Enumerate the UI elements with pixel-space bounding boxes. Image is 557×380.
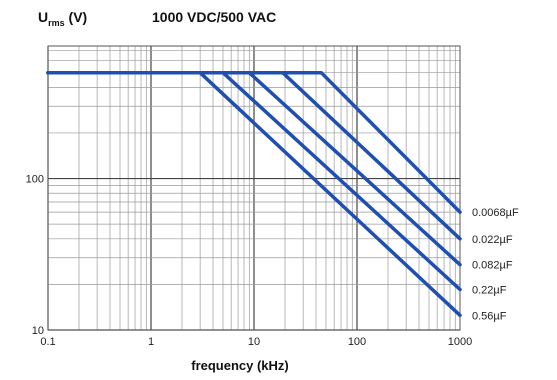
series-label: 0.56µF: [472, 310, 507, 322]
tick-labels: 0.1 1 10 100 1000 10 100: [26, 174, 473, 348]
series-labels: 0.0068µF 0.022µF 0.082µF 0.22µF 0.56µF: [472, 207, 519, 322]
plot-frame: [47, 45, 461, 331]
x-tick-label: 1000: [448, 336, 472, 348]
y-tick-label: 10: [32, 325, 44, 337]
y-tick-label: 100: [26, 174, 44, 186]
y-axis-label-unit: (V): [65, 9, 88, 25]
x-tick-label: 1: [148, 336, 154, 348]
x-tick-label: 10: [248, 336, 260, 348]
series-label: 0.22µF: [472, 285, 507, 297]
y-axis-label-main: U: [38, 9, 48, 25]
series-label: 0.0068µF: [472, 207, 519, 219]
series-label: 0.082µF: [472, 260, 513, 272]
series-label: 0.022µF: [472, 234, 513, 246]
x-tick-label: 0.1: [40, 336, 55, 348]
chart-title: 1000 VDC/500 VAC: [152, 9, 276, 25]
x-tick-label: 100: [348, 336, 366, 348]
x-axis-label: frequency (kHz): [191, 358, 289, 373]
series-layer: [46, 70, 462, 318]
series-line: [46, 70, 462, 318]
y-axis-label: Urms (V): [38, 9, 87, 28]
grid: [47, 46, 460, 331]
y-axis-label-sub: rms: [48, 18, 65, 28]
